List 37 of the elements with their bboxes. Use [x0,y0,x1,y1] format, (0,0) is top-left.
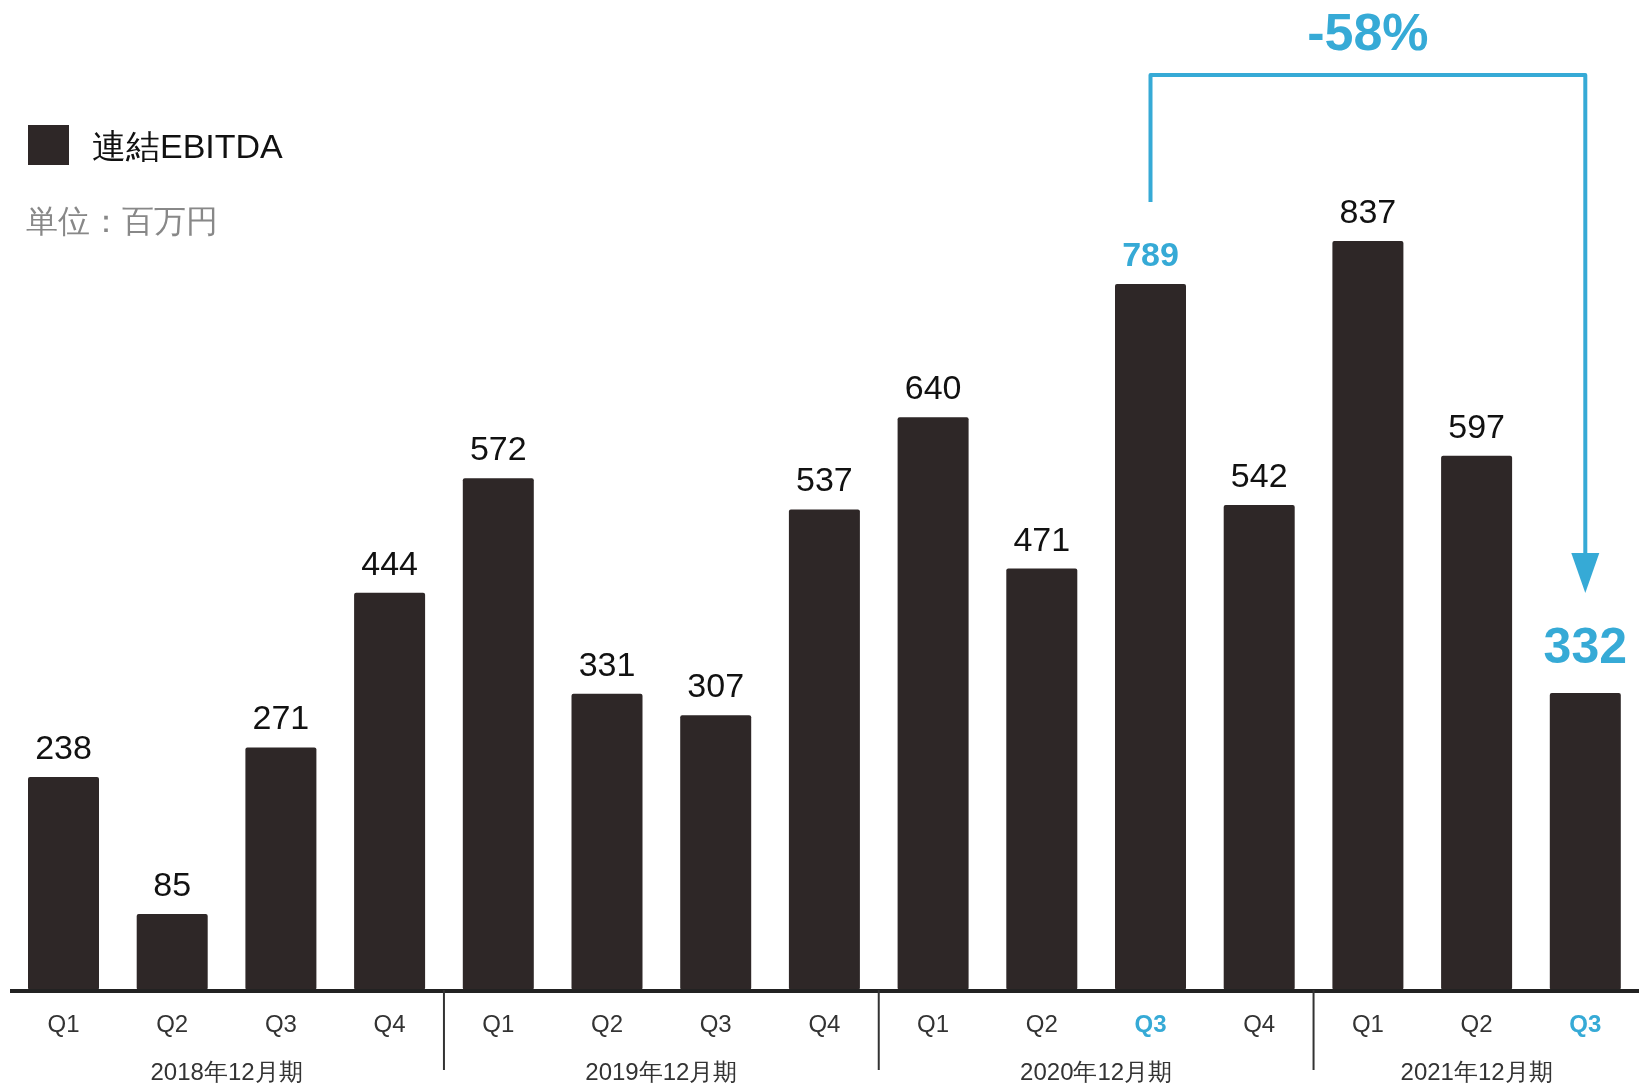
x-tick-label: Q3 [1134,1010,1167,1037]
x-tick-label: Q4 [1243,1010,1276,1037]
data-label: 332 [1543,617,1628,674]
data-label: 271 [252,698,310,737]
x-tick-label: Q2 [590,1010,624,1037]
x-tick-label: Q1 [482,1010,515,1037]
data-label: 542 [1230,455,1288,494]
data-label: 307 [687,666,745,705]
text: 2019年12月期 [585,1058,738,1085]
data-label: 640 [904,368,962,407]
x-tick-label: Q1 [47,1010,80,1037]
text: 2020年12月期 [1020,1058,1173,1085]
data-label: 444 [361,543,418,582]
x-tick-label: Q4 [373,1010,406,1037]
x-tick-label: Q2 [1460,1010,1493,1037]
x-tick-label: Q2 [1025,1010,1058,1037]
data-label: 331 [578,644,636,683]
data-label: 238 [35,728,92,767]
text: 単位：百万円 [26,203,218,239]
x-tick-label: Q4 [808,1010,841,1037]
data-label: 572 [469,429,527,468]
x-tick-label: Q3 [1569,1010,1602,1037]
x-tick-label: Q1 [917,1010,950,1037]
x-tick-label: Q3 [264,1010,297,1037]
text: 2018年12月期 [150,1058,303,1085]
x-tick-label: Q2 [156,1010,189,1037]
data-label: 789 [1122,234,1179,273]
text: 2021年12月期 [1400,1058,1553,1085]
data-label: 85 [153,864,192,903]
legend-label: 連結EBITDA [92,127,284,165]
text: -58% [1307,3,1429,61]
data-label: 597 [1448,406,1505,445]
x-tick-label: Q3 [699,1010,732,1037]
data-label: 837 [1339,192,1397,230]
data-label: 471 [1013,519,1071,558]
data-label: 537 [796,460,853,499]
x-tick-label: Q1 [1351,1010,1384,1037]
